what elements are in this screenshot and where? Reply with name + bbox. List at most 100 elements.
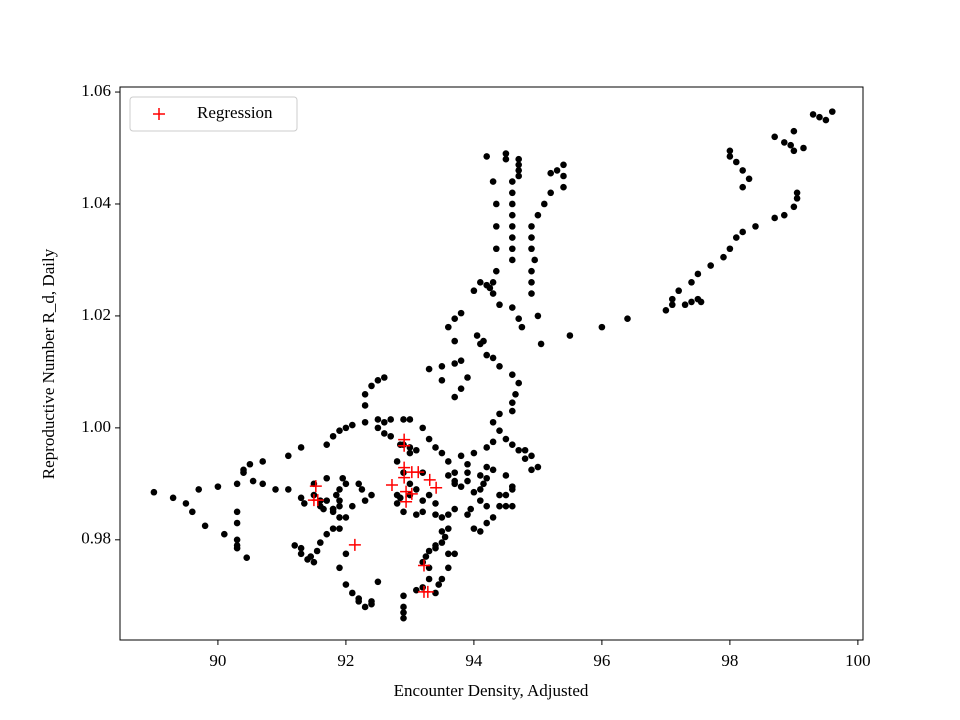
point [668,301,676,309]
point [336,525,343,532]
point [297,494,305,502]
point [189,508,196,516]
point [445,323,452,331]
point [400,609,407,616]
point [518,323,526,331]
point [374,416,382,423]
point [477,528,484,535]
plot-frame [119,86,864,641]
point [790,203,798,211]
y-tick-label: 1.06 [81,81,111,100]
plus-marker [417,559,430,572]
plus-marker [412,466,425,479]
point [480,480,487,488]
x-tick-label: 94 [465,651,483,670]
point [336,502,343,510]
point [368,600,375,608]
point [457,385,465,392]
point [502,150,510,157]
point [374,424,382,432]
point [419,508,427,516]
point [483,153,491,160]
point [822,116,830,124]
point [547,169,554,177]
point [320,505,327,513]
point [726,245,734,253]
point [393,491,401,499]
point [445,511,452,518]
x-tick-label: 100 [845,651,871,670]
point [422,553,430,560]
point [732,234,740,241]
point [560,183,567,191]
point [528,452,535,460]
point [515,379,522,387]
point [323,497,331,504]
point [745,175,753,183]
point [534,463,542,471]
point [483,474,491,482]
point [787,141,794,149]
point [374,578,382,586]
point [566,332,574,339]
point [489,514,497,521]
point [681,301,689,309]
point [464,374,471,381]
point [297,550,305,558]
point [272,486,279,493]
point [528,466,535,474]
point [492,200,500,208]
point [534,312,542,320]
point [809,111,817,118]
point [150,488,158,496]
point [361,418,369,426]
y-tick-label: 0.98 [81,529,111,548]
point [707,262,714,269]
point [393,458,401,465]
point [406,480,414,488]
point [502,435,510,443]
point [739,228,746,236]
point [496,502,503,510]
point [214,483,222,490]
point [470,488,478,496]
point [243,554,251,562]
point [400,416,407,423]
point [342,550,350,558]
point [515,155,522,163]
point [297,544,305,552]
point [739,167,746,174]
point [508,245,516,253]
point [336,514,343,521]
point [489,279,497,286]
point [508,211,516,219]
plus-marker [405,487,418,500]
point [438,528,446,535]
point [502,491,510,499]
point [310,558,318,566]
point [425,435,433,443]
point [457,309,465,317]
point [387,416,395,423]
point [361,603,369,611]
point [361,402,369,409]
point [521,446,529,454]
point [451,360,459,367]
point [780,211,788,219]
point [477,497,484,504]
point [233,508,241,516]
point [502,502,510,510]
point [528,245,535,253]
plus-marker [309,480,322,493]
point [413,486,420,493]
point [425,491,433,499]
point [329,508,337,516]
point [313,547,321,555]
point [457,357,465,365]
point [502,155,510,163]
point [425,575,433,583]
point [483,502,491,510]
point [793,189,801,197]
point [508,407,516,415]
point [285,486,292,493]
